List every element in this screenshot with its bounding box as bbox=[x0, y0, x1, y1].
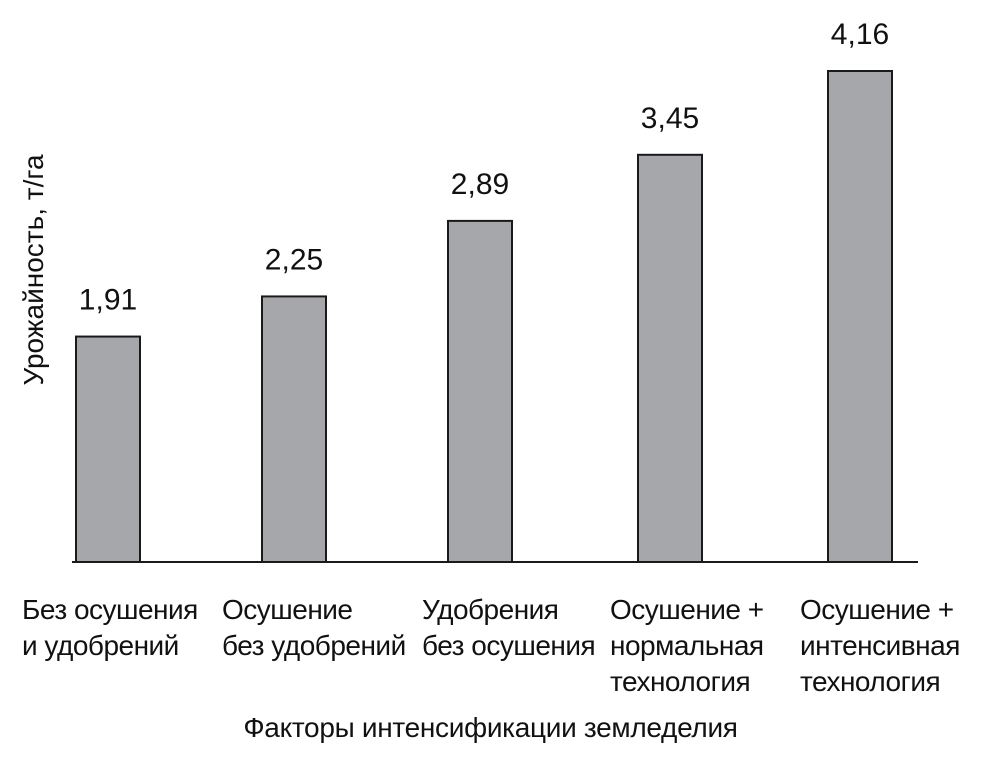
bar-3 bbox=[447, 219, 513, 563]
data-label-3: 2,89 bbox=[451, 168, 509, 201]
bar-1 bbox=[75, 335, 141, 563]
category-label-1: Без осушения и удобрений bbox=[22, 594, 198, 661]
category-label-4: Осушение + нормальная технология bbox=[610, 594, 764, 697]
bar-2 bbox=[261, 295, 327, 563]
category-label-2: Осушение без удобрений bbox=[222, 594, 406, 661]
data-label-5: 4,16 bbox=[831, 18, 889, 51]
data-label-1: 1,91 bbox=[79, 284, 137, 317]
bar-4 bbox=[637, 153, 703, 563]
category-label-3: Удобрения без осушения bbox=[422, 594, 596, 661]
data-label-2: 2,25 bbox=[265, 243, 323, 276]
bar-5 bbox=[827, 70, 893, 563]
y-axis-label: Урожайность, т/га bbox=[18, 154, 49, 386]
x-axis-label: Факторы интенсификации земледелия bbox=[243, 712, 738, 743]
data-label-4: 3,45 bbox=[641, 102, 699, 135]
category-label-5: Осушение + интенсивная технология bbox=[800, 594, 960, 697]
